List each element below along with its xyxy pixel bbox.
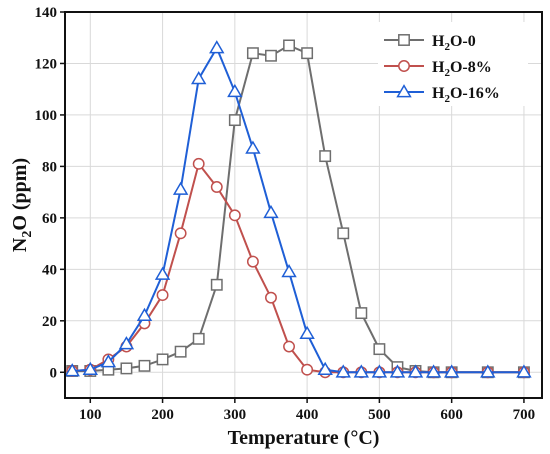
series-point <box>228 114 241 127</box>
series-point <box>265 291 277 304</box>
series-point <box>299 325 315 340</box>
series-point <box>191 71 207 85</box>
series-point <box>245 140 261 154</box>
series-point <box>425 364 442 378</box>
legend-label: H2O-16% <box>432 85 500 105</box>
y-tick-label: 0 <box>50 365 58 381</box>
series-point <box>443 364 460 378</box>
legend-label-sub: 2 <box>444 41 450 53</box>
x-tick-label: 100 <box>79 407 102 423</box>
series-point <box>174 345 187 358</box>
legend-label-rest: O-8% <box>450 59 492 76</box>
legend-entry: H2O-8% <box>384 59 492 79</box>
series-point <box>64 363 80 377</box>
series-point <box>516 364 532 378</box>
series-point <box>227 83 243 98</box>
legend-label: H2O-0 <box>432 33 476 53</box>
series-point <box>154 266 171 280</box>
series-point <box>136 307 153 322</box>
y-tick-label: 100 <box>35 108 58 124</box>
series-1 <box>66 157 530 379</box>
y-tick-label: 40 <box>42 262 57 278</box>
series-point <box>210 278 223 291</box>
y-axis-title: N2O (ppm) <box>9 158 35 252</box>
series-point <box>138 359 151 372</box>
series-point <box>373 343 386 356</box>
series-point <box>281 264 297 278</box>
series-point <box>209 40 225 54</box>
y-tick-label: 60 <box>42 211 57 227</box>
x-tick-label: 400 <box>296 407 319 423</box>
series-point <box>192 157 205 170</box>
y-axis-title-rest: O (ppm) <box>9 158 31 231</box>
plot-frame <box>64 11 543 399</box>
x-tick-label: 200 <box>151 407 174 423</box>
legend-swatch-marker <box>396 84 412 98</box>
legend-label-base: H <box>432 59 445 76</box>
legend-swatch-marker <box>398 34 410 46</box>
y-tick-label: 80 <box>42 159 57 175</box>
axis-ticks: 100 200 300 400 500 600 700 0 20 40 60 80 100 120 140 <box>35 5 536 423</box>
legend-label-base: H <box>432 33 445 50</box>
y-tick-label: 20 <box>42 314 57 330</box>
series-group <box>64 39 532 379</box>
legend-label-rest: O-16% <box>450 85 500 102</box>
series-point <box>172 181 189 195</box>
x-tick-label: 600 <box>440 407 463 423</box>
y-axis-title-sub: 2 <box>20 231 35 238</box>
series-point <box>301 363 314 376</box>
series-point <box>283 39 295 52</box>
series-point <box>174 227 187 240</box>
legend-entry: H2O-0 <box>384 33 476 53</box>
series-point <box>355 307 368 320</box>
series-point <box>371 364 388 378</box>
series-point <box>192 332 205 345</box>
series-point <box>246 255 259 268</box>
legend-label-rest: O-0 <box>450 33 476 50</box>
series-point <box>337 227 350 240</box>
series-point <box>120 362 133 375</box>
y-axis-title-base: N <box>9 237 31 252</box>
series-point <box>246 47 259 60</box>
series-point <box>389 364 406 378</box>
series-point <box>156 353 169 366</box>
series-point <box>319 150 332 163</box>
x-tick-label: 700 <box>513 407 536 423</box>
x-tick-label: 300 <box>224 407 247 423</box>
series-point <box>228 209 241 222</box>
series-point <box>265 49 277 62</box>
legend-label-sub: 2 <box>444 67 450 79</box>
series-point <box>480 364 496 378</box>
series-point <box>82 361 98 376</box>
series-2 <box>64 40 532 378</box>
series-point <box>263 204 279 219</box>
legend-label-sub: 2 <box>444 93 450 105</box>
y-tick-label: 140 <box>35 5 58 21</box>
series-point <box>210 181 223 193</box>
series-point <box>353 364 370 378</box>
series-point <box>335 364 351 378</box>
legend-swatch-marker <box>398 60 410 72</box>
legend-label: H2O-8% <box>432 59 492 79</box>
series-point <box>156 289 169 302</box>
legend-entry: H2O-16% <box>384 84 500 105</box>
series-line <box>72 161 524 374</box>
legend-label-base: H <box>432 85 445 102</box>
series-point <box>407 364 424 378</box>
series-point <box>301 47 314 60</box>
x-axis-title: Temperature (°C) <box>228 427 380 449</box>
series-point <box>118 336 135 350</box>
series-point <box>317 361 333 376</box>
series-point <box>100 354 117 368</box>
series-point <box>283 340 295 353</box>
x-tick-label: 500 <box>368 407 391 423</box>
y-tick-label: 120 <box>35 56 58 72</box>
